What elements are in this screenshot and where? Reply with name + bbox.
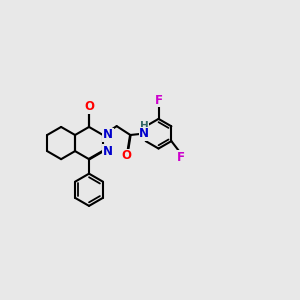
Text: O: O (122, 149, 132, 162)
Text: N: N (103, 145, 113, 158)
Text: O: O (84, 100, 94, 113)
Text: F: F (177, 151, 185, 164)
Text: N: N (139, 128, 149, 140)
Text: F: F (154, 94, 163, 106)
Text: N: N (103, 128, 113, 142)
Text: H: H (140, 121, 148, 131)
